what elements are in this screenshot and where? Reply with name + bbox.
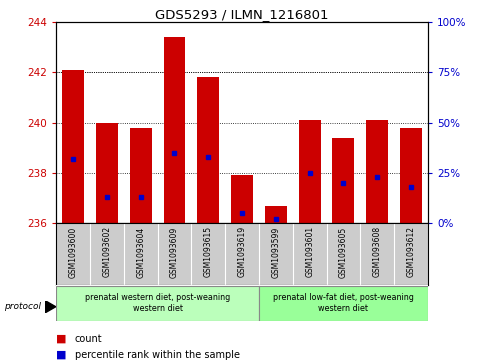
Bar	[96, 122, 118, 223]
Text: GSM1093601: GSM1093601	[305, 227, 313, 277]
Text: prenatal low-fat diet, post-weaning
western diet: prenatal low-fat diet, post-weaning west…	[272, 293, 413, 313]
Text: GSM1093619: GSM1093619	[237, 227, 246, 277]
Text: percentile rank within the sample: percentile rank within the sample	[75, 350, 239, 360]
Bar	[264, 205, 286, 223]
Bar	[129, 127, 151, 223]
Text: GSM1093608: GSM1093608	[372, 227, 381, 277]
Bar	[197, 77, 219, 223]
Bar	[259, 286, 427, 321]
Text: GSM1093599: GSM1093599	[271, 227, 280, 278]
Text: prenatal western diet, post-weaning
western diet: prenatal western diet, post-weaning west…	[85, 293, 230, 313]
Bar	[231, 175, 252, 223]
Text: ■: ■	[56, 350, 66, 360]
Text: count: count	[75, 334, 102, 344]
Text: GSM1093612: GSM1093612	[406, 227, 415, 277]
Title: GDS5293 / ILMN_1216801: GDS5293 / ILMN_1216801	[155, 8, 328, 21]
Bar	[399, 127, 421, 223]
Text: GSM1093605: GSM1093605	[338, 227, 347, 278]
Bar	[163, 37, 185, 223]
Bar	[56, 286, 259, 321]
Bar	[332, 138, 354, 223]
Text: GSM1093615: GSM1093615	[203, 227, 212, 277]
Text: protocol: protocol	[4, 302, 41, 311]
Polygon shape	[45, 301, 56, 313]
Text: GSM1093604: GSM1093604	[136, 227, 145, 278]
Text: ■: ■	[56, 334, 66, 344]
Bar	[366, 120, 387, 223]
Text: GSM1093609: GSM1093609	[170, 227, 179, 278]
Text: GSM1093602: GSM1093602	[102, 227, 111, 277]
Bar	[298, 120, 320, 223]
Text: GSM1093600: GSM1093600	[68, 227, 78, 278]
Bar	[62, 70, 84, 223]
